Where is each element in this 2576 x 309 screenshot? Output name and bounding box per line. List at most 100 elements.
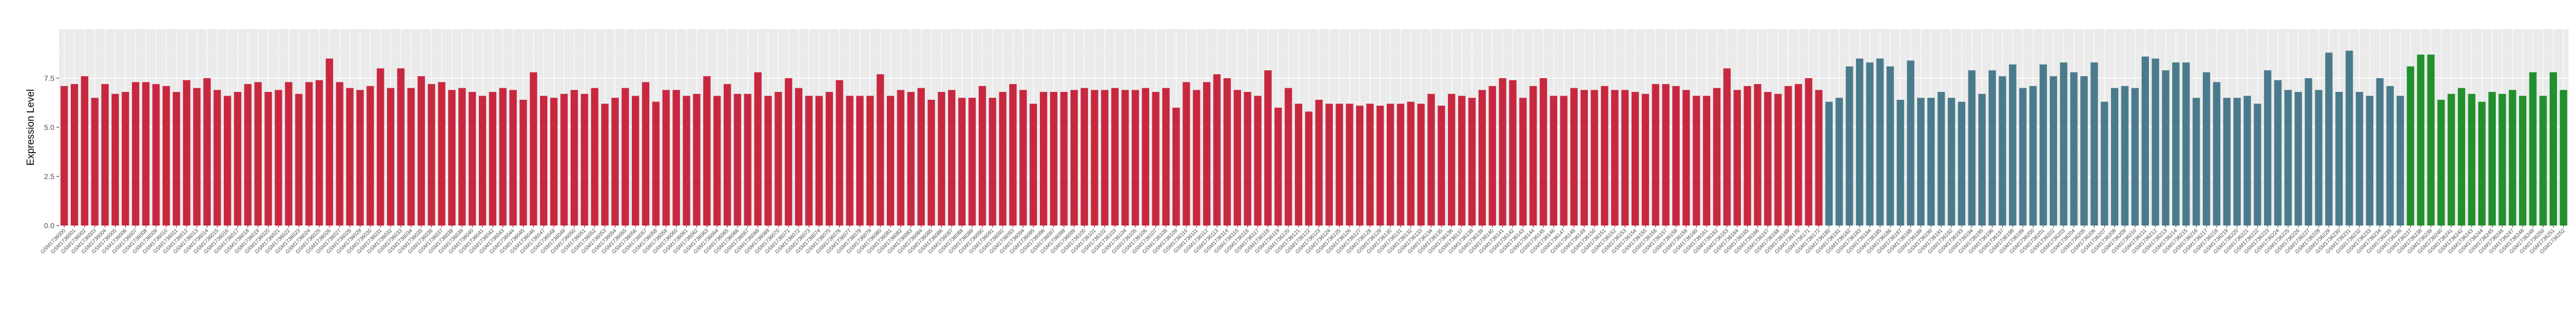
bar-GSM1736069 [764, 96, 772, 226]
bar-GSM1736021 [274, 90, 282, 226]
bar-GSM1736096 [1039, 92, 1047, 226]
bar-GSM1736107 [1152, 92, 1160, 226]
bar-GSM1736114 [1223, 78, 1231, 226]
bar-GSM1736131 [1397, 104, 1405, 226]
bar-GSM1736026 [326, 58, 334, 226]
bar-GSM1736170 [1794, 84, 1802, 226]
bar-GSM1736119 [1274, 107, 1282, 226]
bar-GSM1736013 [193, 88, 201, 226]
bar-GSM1736158 [1672, 86, 1680, 226]
bar-GSM1736225 [2284, 90, 2292, 226]
bar-GSM1736160 [1692, 96, 1700, 226]
bar-GSM1736124 [1325, 104, 1333, 226]
bar-GSM1736135 [1437, 106, 1445, 226]
bar-GSM1736246 [2498, 93, 2506, 226]
bar-GSM1736229 [2325, 52, 2333, 226]
bar-GSM1736236 [2397, 96, 2404, 226]
bar-GSM1736146 [1550, 96, 1558, 226]
bar-GSM1736202 [2050, 76, 2058, 226]
bar-GSM1736185 [1876, 58, 1884, 226]
bar-GSM1736201 [2039, 64, 2047, 226]
bar-GSM1736240 [2437, 99, 2445, 226]
bar-GSM1736212 [2152, 58, 2160, 226]
bar-GSM1736141 [1499, 78, 1507, 226]
bar-GSM1736123 [1315, 99, 1323, 226]
bar-GSM1736127 [1356, 106, 1363, 226]
bar-GSM1736100 [1081, 88, 1088, 226]
bar-GSM1736005 [111, 93, 119, 226]
bar-GSM1736016 [223, 96, 231, 226]
bar-GSM1736031 [376, 68, 384, 226]
bar-GSM1736248 [2519, 96, 2526, 226]
bar-GSM1736215 [2182, 62, 2190, 226]
bar-GSM1736166 [1754, 84, 1761, 226]
bar-GSM1736068 [754, 72, 762, 226]
bar-GSM1736082 [897, 90, 905, 226]
bar-GSM1736056 [631, 96, 639, 226]
bar-GSM1736151 [1600, 86, 1608, 226]
bar-GSM1736053 [601, 104, 609, 226]
bar-GSM1736186 [1886, 66, 1894, 226]
bar-GSM1736122 [1305, 111, 1313, 226]
bar-GSM1736028 [346, 88, 354, 226]
bar-GSM1736020 [264, 92, 272, 226]
bar-GSM1736217 [2202, 72, 2210, 226]
y-tick-label: 2.5 [44, 172, 55, 181]
bar-GSM1736111 [1192, 90, 1200, 226]
bar-GSM1736184 [1866, 62, 1874, 226]
bar-GSM1736105 [1131, 90, 1139, 226]
bar-GSM1736067 [744, 93, 752, 226]
bar-GSM1736192 [1947, 98, 1955, 226]
bar-GSM1736065 [723, 84, 731, 226]
bar-GSM1736081 [887, 96, 894, 226]
bar-GSM1736029 [356, 90, 364, 226]
bar-GSM1736213 [2162, 70, 2170, 226]
bar-GSM1736047 [539, 96, 547, 226]
bar-GSM1736195 [1978, 93, 1986, 226]
bar-GSM1736095 [1029, 104, 1037, 226]
bar-GSM1736164 [1734, 90, 1741, 226]
bar-GSM1736004 [101, 84, 109, 226]
bar-GSM1736025 [315, 80, 323, 226]
bar-GSM1736043 [499, 88, 507, 226]
bar-GSM1736010 [162, 86, 170, 226]
bar-GSM1736039 [458, 88, 466, 226]
bar-GSM1736154 [1631, 92, 1639, 226]
bar-GSM1736241 [2447, 93, 2455, 226]
bar-GSM1736104 [1121, 90, 1129, 226]
bar-GSM1736169 [1784, 86, 1792, 226]
bar-GSM1736159 [1682, 90, 1690, 226]
bar-GSM1736172 [1815, 90, 1823, 226]
bar-GSM1736232 [2355, 92, 2363, 226]
bar-GSM1736034 [407, 88, 415, 226]
bar-GSM1736239 [2427, 54, 2435, 226]
bar-GSM1736227 [2305, 78, 2313, 226]
bar-GSM1736059 [662, 90, 670, 226]
x-axis: GSM1736000GSM1736001GSM1736002GSM1736003… [40, 226, 2566, 255]
bar-GSM1736080 [876, 74, 884, 226]
bar-GSM1736218 [2213, 82, 2221, 226]
bar-GSM1736027 [336, 82, 344, 226]
bar-GSM1736140 [1489, 86, 1497, 226]
bar-GSM1736187 [1897, 99, 1905, 226]
bar-GSM1736155 [1642, 93, 1650, 226]
bar-GSM1736153 [1621, 90, 1629, 226]
bar-GSM1736167 [1764, 92, 1772, 226]
bar-GSM1736206 [2090, 62, 2098, 226]
bar-GSM1736149 [1580, 90, 1588, 226]
bar-GSM1736220 [2233, 98, 2241, 226]
bar-GSM1736052 [591, 88, 599, 226]
bar-GSM1736083 [907, 92, 915, 226]
bar-GSM1736250 [2539, 96, 2547, 226]
bar-GSM1736243 [2468, 93, 2476, 226]
bar-GSM1736252 [2560, 90, 2568, 226]
bar-GSM1736233 [2366, 96, 2374, 226]
bar-GSM1736147 [1560, 96, 1568, 226]
bar-GSM1736064 [713, 96, 721, 226]
bar-GSM1736037 [438, 82, 446, 226]
bar-GSM1736036 [428, 84, 435, 226]
bar-GSM1736156 [1652, 84, 1660, 226]
bar-GSM1736041 [479, 96, 486, 226]
bar-GSM1736199 [2019, 88, 2027, 226]
bar-GSM1736007 [131, 82, 139, 226]
